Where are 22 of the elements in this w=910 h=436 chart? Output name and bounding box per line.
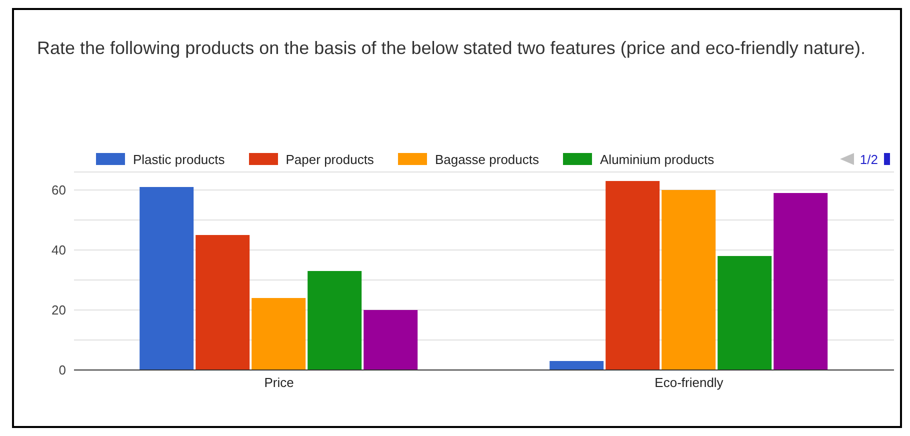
legend-label: Bagasse products xyxy=(434,152,540,166)
bar xyxy=(252,298,306,370)
bar xyxy=(662,190,716,370)
bar xyxy=(606,181,660,370)
y-tick-label: 60 xyxy=(52,182,66,198)
bar xyxy=(140,187,194,370)
legend-label: Aluminium products xyxy=(600,152,714,166)
chart-title: Rate the following products on the basis of the below stated two features (price and eco-friendly nature). xyxy=(36,37,866,60)
text: 1/2 xyxy=(860,152,878,166)
y-tick-label: 0 xyxy=(58,362,66,378)
bar xyxy=(774,193,828,370)
bar xyxy=(308,271,362,370)
x-tick-label: Eco-friendly xyxy=(654,375,724,390)
bar xyxy=(196,235,250,370)
bar xyxy=(550,361,604,370)
y-tick-label: 40 xyxy=(52,242,66,258)
bar xyxy=(718,256,772,370)
bar xyxy=(364,310,418,370)
x-tick-label: Price xyxy=(264,375,294,390)
legend-label: Plastic products xyxy=(133,152,225,166)
y-tick-label: 20 xyxy=(52,302,66,318)
legend-label: Paper products xyxy=(286,152,374,166)
